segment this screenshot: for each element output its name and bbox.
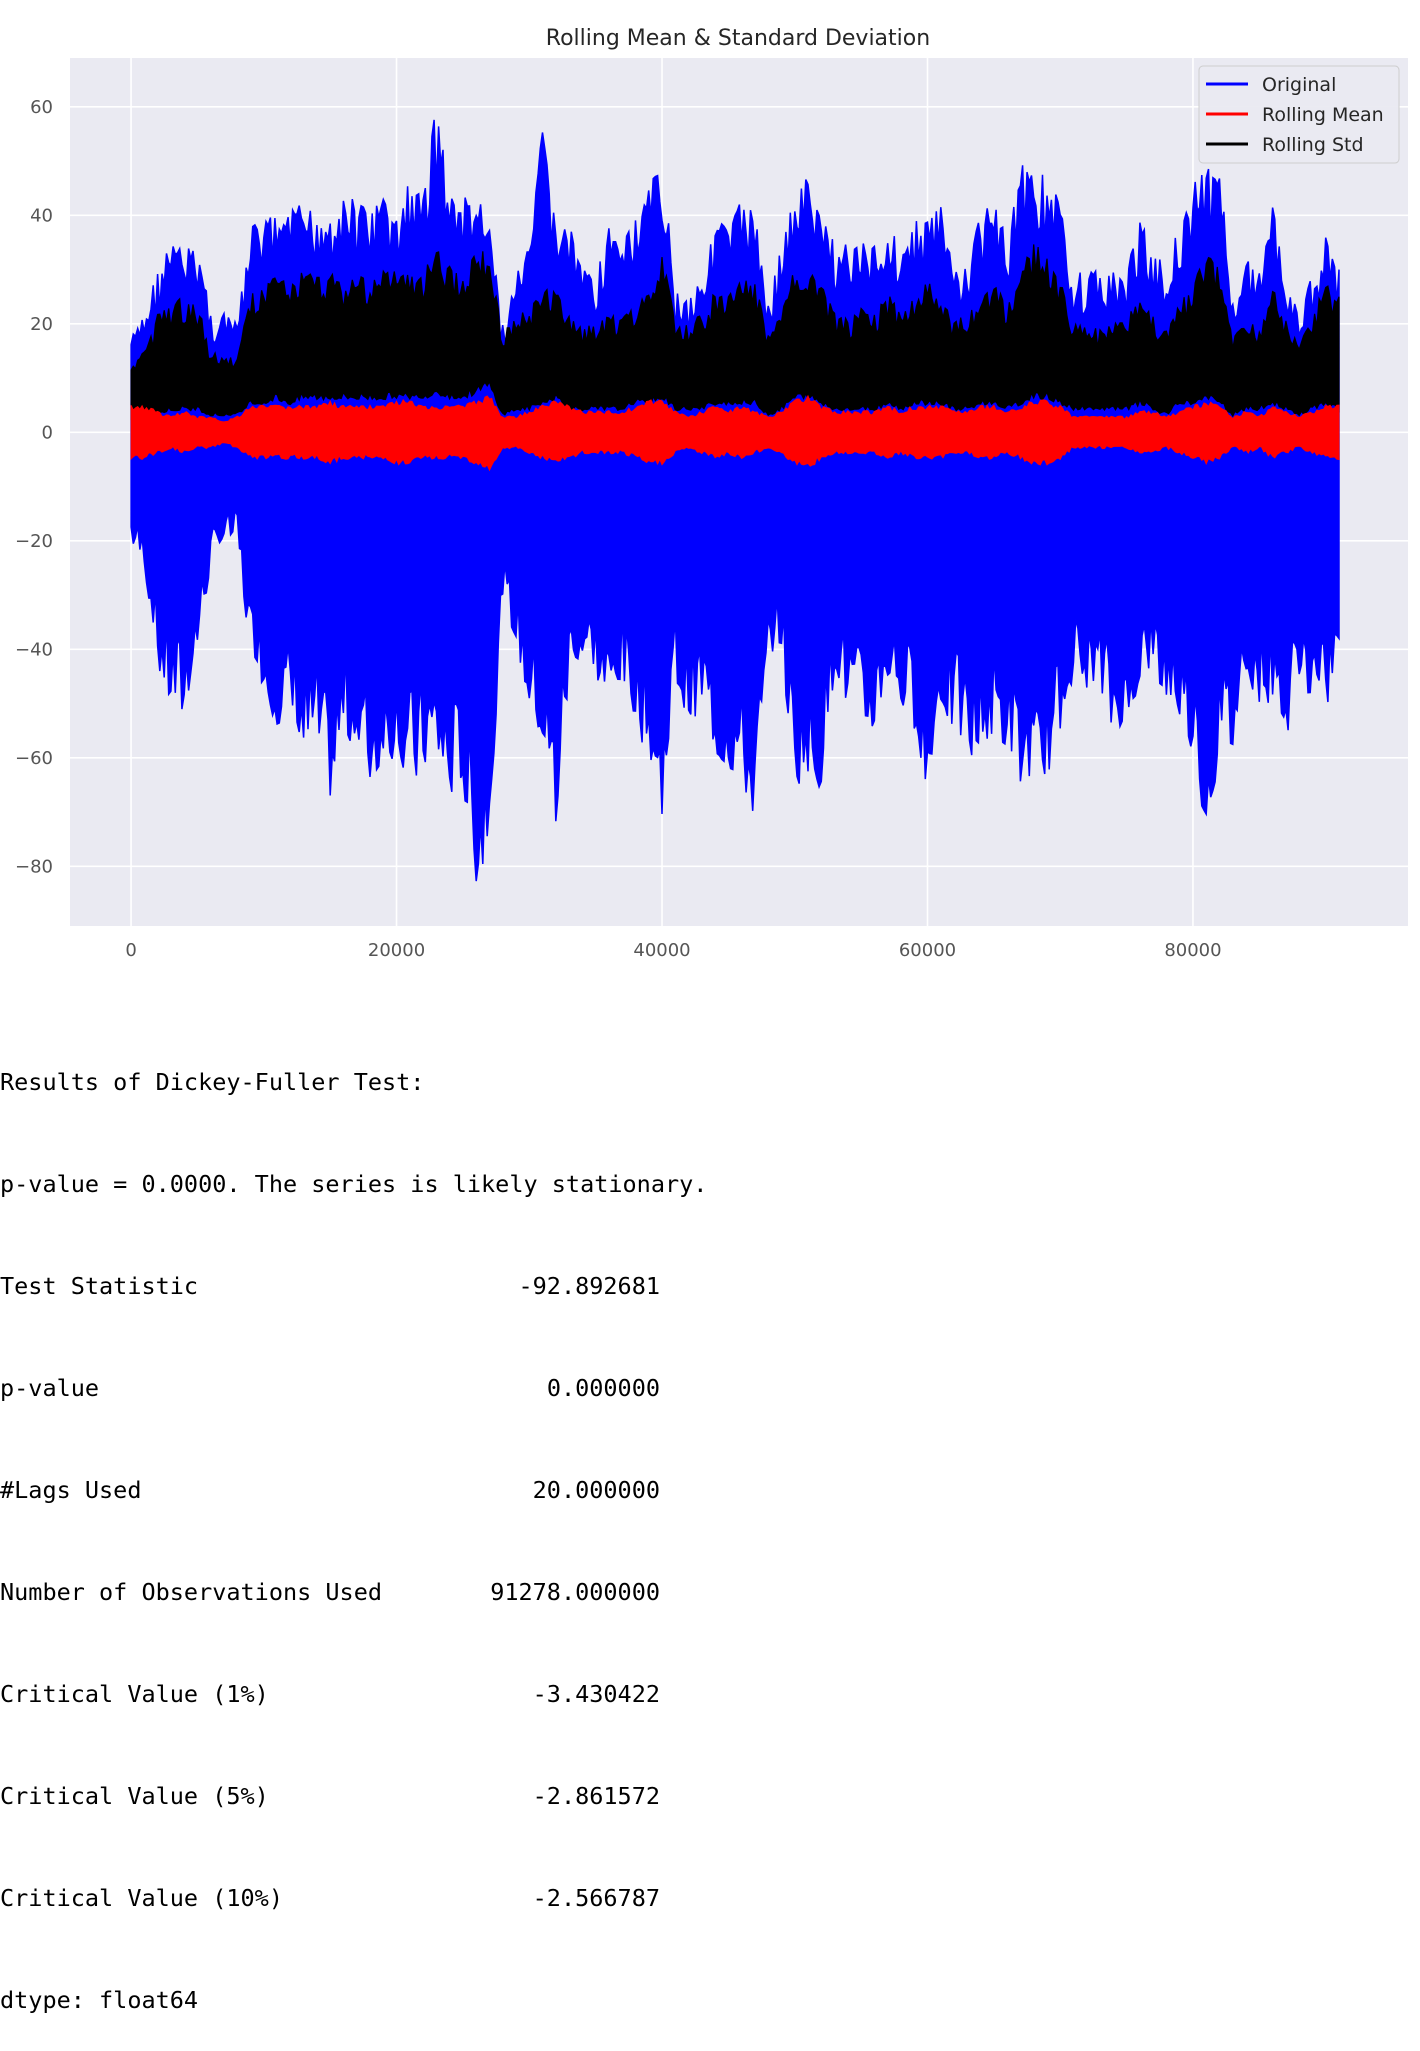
y-tick-label: 40 — [30, 205, 53, 226]
result-label: Critical Value (1%) — [0, 1680, 269, 1708]
result-row: p-value 0.000000 — [0, 1371, 707, 1405]
result-value: -2.566787 — [532, 1884, 660, 1912]
result-label: Critical Value (5%) — [0, 1782, 269, 1810]
chart-title: Rolling Mean & Standard Deviation — [546, 26, 930, 51]
result-label: Number of Observations Used — [0, 1578, 383, 1606]
y-tick-label: 60 — [30, 97, 53, 118]
series-layer — [130, 119, 1340, 882]
result-value: -2.861572 — [532, 1782, 660, 1810]
y-tick-label: −80 — [15, 856, 53, 877]
y-tick-label: 0 — [42, 422, 53, 443]
output-conclusion: p-value = 0.0000. The series is likely s… — [0, 1170, 708, 1198]
x-tick-label: 80000 — [1164, 940, 1221, 961]
x-tick-label: 40000 — [633, 940, 690, 961]
legend-label: Rolling Std — [1262, 134, 1364, 156]
output-header: Results of Dickey-Fuller Test: — [0, 1068, 425, 1096]
result-row: Critical Value (10%) -2.566787 — [0, 1881, 707, 1915]
result-label: p-value — [0, 1374, 100, 1402]
legend-label: Original — [1262, 74, 1336, 96]
result-value: 0.000000 — [546, 1374, 660, 1402]
result-label: #Lags Used — [0, 1476, 142, 1504]
result-label: Test Statistic — [0, 1272, 199, 1300]
chart-svg: Rolling Mean & Standard Deviation 0 20000… — [15, 26, 1408, 961]
y-tick-label: 20 — [30, 314, 53, 335]
result-row: Number of Observations Used 91278.000000 — [0, 1575, 707, 1609]
x-tick-label: 0 — [125, 940, 136, 961]
x-tick-label: 60000 — [899, 940, 956, 961]
x-tick-label: 20000 — [368, 940, 425, 961]
y-axis-ticks: −80 −60 −40 −20 0 20 40 60 — [15, 97, 53, 878]
y-tick-label: −60 — [15, 748, 53, 769]
result-row: Test Statistic -92.892681 — [0, 1269, 707, 1303]
legend: Original Rolling Mean Rolling Std — [1198, 65, 1400, 164]
legend-label: Rolling Mean — [1262, 104, 1384, 126]
result-row: Critical Value (1%) -3.430422 — [0, 1677, 707, 1711]
test-output: Results of Dickey-Fuller Test: p-value =… — [0, 997, 707, 2051]
result-value: -3.430422 — [532, 1680, 660, 1708]
output-dtype: dtype: float64 — [0, 1986, 199, 2014]
result-value: 91278.000000 — [490, 1578, 660, 1606]
series-rolling-mean — [130, 394, 1340, 472]
result-value: 20.000000 — [532, 1476, 660, 1504]
result-value: -92.892681 — [518, 1272, 660, 1300]
x-axis-ticks: 0 20000 40000 60000 80000 — [125, 940, 1221, 961]
chart-figure: Rolling Mean & Standard Deviation 0 20000… — [0, 0, 1420, 980]
result-row: Critical Value (5%) -2.861572 — [0, 1779, 707, 1813]
result-label: Critical Value (10%) — [0, 1884, 283, 1912]
result-row: #Lags Used 20.000000 — [0, 1473, 707, 1507]
legend-box — [1198, 65, 1400, 164]
y-tick-label: −20 — [15, 531, 53, 552]
y-tick-label: −40 — [15, 639, 53, 660]
